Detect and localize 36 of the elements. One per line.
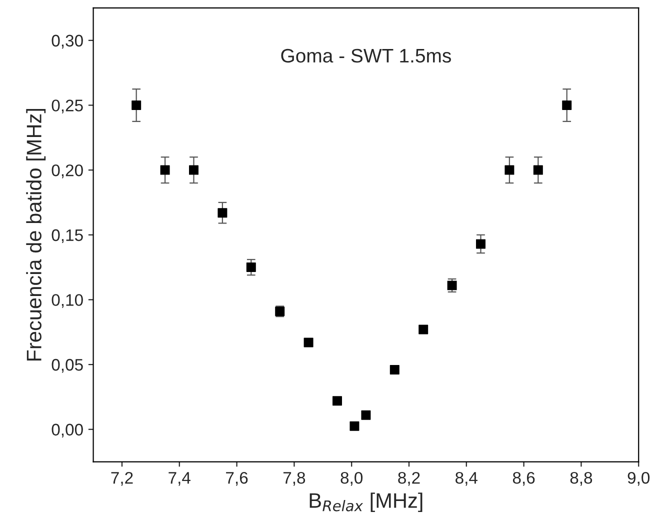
x-tick-label: 7,8 [283, 472, 306, 486]
x-tick-label: 8,8 [570, 472, 592, 486]
y-tick-label: 0,05 [52, 358, 83, 373]
x-tick-label: 8,0 [340, 472, 363, 486]
y-tick-label: 0,25 [52, 100, 83, 114]
point [533, 165, 543, 175]
x-tick-label: 8,6 [512, 472, 535, 486]
y-tick-label: 0,15 [52, 229, 83, 244]
point [246, 262, 256, 272]
x-tick-label: 8,2 [398, 472, 420, 486]
point [418, 324, 428, 334]
point [504, 165, 514, 175]
point [447, 280, 457, 290]
y-tick-label: 0,10 [52, 294, 83, 308]
y-tick-label: 0,00 [52, 424, 83, 438]
point [361, 410, 371, 420]
point [189, 165, 198, 175]
point [332, 396, 342, 406]
y-tick-label: 0,30 [52, 34, 83, 49]
point [350, 421, 360, 431]
point [304, 338, 314, 348]
point [476, 239, 486, 249]
x-axis-title: B$_{Relax}$ [MHz] [310, 492, 422, 512]
x-tick-label: 7,6 [226, 472, 248, 486]
point [160, 165, 170, 175]
annotation: Goma - SWT 1.5ms [281, 48, 451, 63]
point [218, 208, 228, 218]
x-tick-label: 7,4 [168, 472, 190, 486]
y-axis-title: Frecuencia de batido [MHz] [26, 108, 46, 361]
x-tick-label: 9,0 [628, 472, 650, 486]
x-tick-label: 7,2 [111, 472, 133, 486]
point [562, 100, 572, 110]
x-tick-label: 8,4 [456, 472, 478, 486]
y-tick-label: 0,20 [52, 164, 83, 178]
point [132, 100, 142, 110]
point [390, 364, 400, 374]
